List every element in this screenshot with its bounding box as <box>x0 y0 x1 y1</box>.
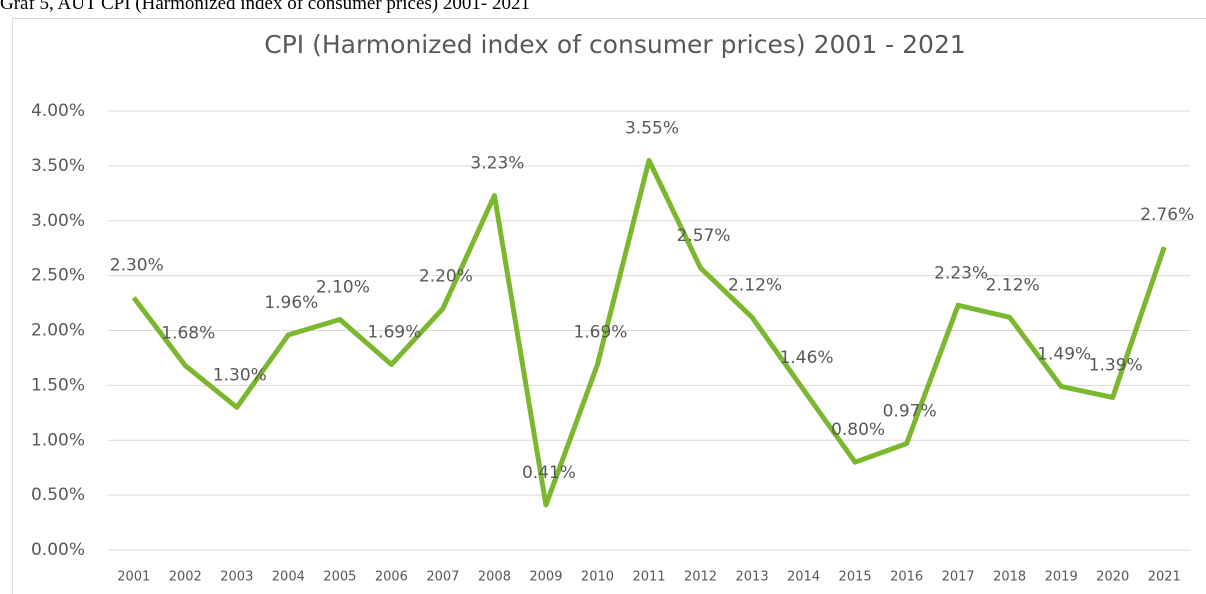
x-tick-label: 2019 <box>1045 570 1078 585</box>
x-tick-label: 2002 <box>169 570 202 585</box>
y-tick-label: 0.50% <box>31 485 85 505</box>
x-tick-label: 2011 <box>632 570 665 585</box>
x-tick-label: 2010 <box>581 570 614 585</box>
x-tick-label: 2003 <box>220 570 253 585</box>
x-tick-label: 2004 <box>272 570 305 585</box>
data-label: 2.20% <box>419 267 473 287</box>
y-tick-label: 4.00% <box>31 101 85 121</box>
x-tick-label: 2009 <box>529 570 562 585</box>
x-tick-label: 2013 <box>736 570 769 585</box>
y-tick-label: 2.50% <box>31 266 85 286</box>
x-tick-label: 2017 <box>942 570 975 585</box>
x-tick-label: 2014 <box>787 570 820 585</box>
x-tick-label: 2020 <box>1096 570 1129 585</box>
data-label: 0.97% <box>883 402 937 422</box>
chart-title: CPI (Harmonized index of consumer prices… <box>264 30 966 59</box>
y-tick-label: 1.50% <box>31 375 85 395</box>
x-tick-label: 2006 <box>375 570 408 585</box>
data-label: 1.49% <box>1037 344 1091 364</box>
x-tick-label: 2007 <box>426 570 459 585</box>
x-tick-label: 2021 <box>1148 570 1181 585</box>
y-tick-label: 2.00% <box>31 321 85 341</box>
data-label: 0.41% <box>522 463 576 483</box>
data-label: 1.39% <box>1089 355 1143 375</box>
x-tick-label: 2016 <box>890 570 923 585</box>
x-tick-label: 2018 <box>993 570 1026 585</box>
data-label: 0.80% <box>831 420 885 440</box>
data-label: 3.55% <box>625 118 679 138</box>
x-tick-label: 2005 <box>323 570 356 585</box>
x-tick-label: 2001 <box>117 570 150 585</box>
data-label: 2.30% <box>110 256 164 276</box>
data-label: 2.23% <box>934 263 988 283</box>
data-line <box>131 157 1167 508</box>
x-tick-label: 2008 <box>478 570 511 585</box>
data-label: 2.76% <box>1140 205 1194 225</box>
y-tick-label: 0.00% <box>31 540 85 560</box>
y-tick-label: 3.00% <box>31 211 85 231</box>
data-label: 2.10% <box>316 278 370 298</box>
caption: Graf 5, AUT CPI (Harmonized index of con… <box>0 0 530 14</box>
chart-border <box>12 18 1206 594</box>
x-tick-label: 2015 <box>839 570 872 585</box>
data-label: 1.30% <box>213 365 267 385</box>
data-label: 2.57% <box>677 226 731 246</box>
x-tick-label: 2012 <box>684 570 717 585</box>
data-label: 1.69% <box>367 323 421 343</box>
data-label: 2.12% <box>986 275 1040 295</box>
y-tick-label: 3.50% <box>31 156 85 176</box>
y-tick-label: 1.00% <box>31 430 85 450</box>
data-label: 3.23% <box>470 154 524 174</box>
data-label: 1.96% <box>264 293 318 313</box>
data-label: 1.69% <box>573 323 627 343</box>
data-label: 1.46% <box>780 348 834 368</box>
data-label: 2.12% <box>728 275 782 295</box>
data-label: 1.68% <box>161 324 215 344</box>
